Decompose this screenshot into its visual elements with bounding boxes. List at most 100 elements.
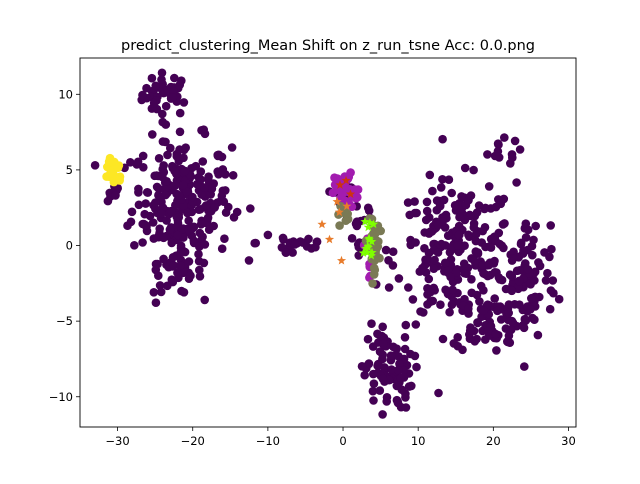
data-point	[494, 273, 504, 282]
data-point	[548, 276, 558, 285]
data-point	[484, 260, 494, 270]
data-point	[198, 232, 207, 242]
data-point	[378, 374, 388, 384]
data-point	[151, 298, 161, 308]
data-point	[200, 240, 210, 249]
data-point	[473, 248, 483, 257]
data-point	[168, 252, 178, 262]
data-point	[470, 256, 479, 266]
data-point	[161, 101, 171, 111]
data-point	[139, 163, 148, 172]
data-point	[458, 345, 467, 355]
data-point	[154, 154, 164, 163]
data-point	[459, 259, 469, 269]
data-point	[170, 166, 179, 176]
data-point	[126, 217, 136, 227]
data-point	[381, 245, 391, 255]
data-point	[196, 167, 206, 176]
data-point	[170, 181, 180, 190]
data-point	[412, 362, 421, 372]
data-point	[394, 352, 403, 361]
data-point	[350, 185, 360, 194]
data-point	[508, 254, 518, 263]
data-point	[469, 165, 478, 175]
data-point	[441, 285, 450, 295]
data-point	[175, 108, 185, 118]
data-point	[184, 257, 194, 266]
data-point	[111, 191, 120, 200]
data-point	[138, 90, 147, 100]
data-point	[430, 255, 439, 265]
data-point	[375, 386, 385, 395]
y-tick-label: 0	[66, 239, 73, 253]
data-point	[357, 362, 367, 371]
data-point	[134, 184, 143, 194]
data-point	[149, 288, 159, 297]
data-point	[147, 73, 157, 83]
data-point	[157, 68, 167, 78]
data-point	[172, 152, 182, 161]
data-point	[479, 269, 488, 278]
data-point	[408, 295, 418, 304]
data-point	[464, 304, 473, 314]
data-point	[341, 216, 351, 225]
data-point	[363, 241, 373, 251]
data-point	[183, 208, 192, 218]
data-point	[151, 198, 160, 207]
data-point	[543, 268, 552, 278]
data-point	[410, 197, 419, 206]
data-point	[367, 236, 377, 246]
data-point	[520, 314, 530, 324]
data-point	[142, 83, 151, 93]
data-point	[363, 222, 373, 232]
data-point	[546, 286, 556, 295]
data-point	[429, 264, 439, 274]
data-point	[196, 175, 206, 184]
data-point	[195, 272, 205, 281]
data-point	[493, 139, 503, 148]
data-point	[161, 120, 171, 129]
data-point	[397, 385, 407, 395]
data-point	[435, 201, 445, 211]
data-point	[510, 136, 520, 146]
data-point	[394, 274, 404, 283]
data-point	[484, 182, 494, 191]
data-point	[368, 279, 377, 288]
data-point	[149, 234, 159, 243]
data-point	[364, 233, 374, 243]
data-point	[126, 158, 135, 167]
data-point	[335, 221, 344, 230]
data-point	[156, 209, 166, 218]
data-point	[387, 365, 396, 374]
data-point	[428, 296, 438, 306]
data-point	[423, 290, 432, 299]
data-point	[460, 163, 470, 173]
data-point	[152, 182, 162, 192]
data-point	[388, 247, 398, 256]
data-point	[141, 199, 150, 208]
data-point	[467, 288, 477, 298]
data-point	[342, 201, 352, 211]
data-point	[423, 255, 433, 264]
data-point	[519, 323, 529, 333]
data-point	[514, 276, 524, 286]
data-point	[466, 191, 476, 200]
data-point	[401, 320, 411, 330]
data-point	[165, 225, 175, 234]
data-point	[396, 373, 406, 383]
data-point	[401, 403, 411, 412]
data-point	[148, 218, 158, 227]
data-point	[168, 93, 178, 102]
chart-title: predict_clustering_Mean Shift on z_run_t…	[121, 38, 535, 54]
data-point	[410, 208, 420, 218]
data-point	[186, 271, 195, 281]
data-point	[332, 196, 342, 206]
data-point	[181, 143, 190, 152]
data-point	[479, 306, 489, 316]
data-point	[184, 216, 193, 225]
data-point	[158, 172, 167, 182]
data-point	[167, 238, 176, 248]
data-point	[421, 215, 431, 225]
data-point	[334, 207, 344, 217]
